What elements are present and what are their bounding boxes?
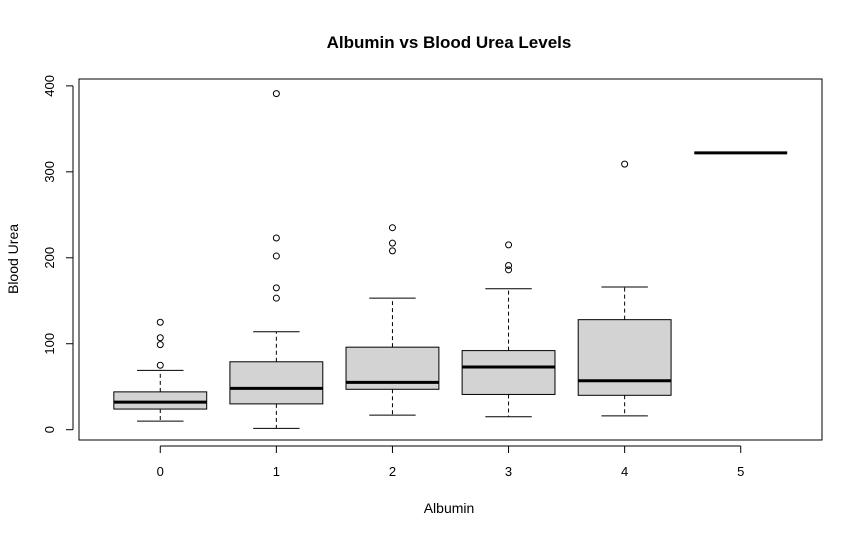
- y-axis-label: Blood Urea: [5, 224, 21, 294]
- outlier-point: [156, 334, 164, 342]
- box-2: [345, 224, 440, 416]
- box-1: [229, 90, 324, 429]
- x-tick-label: 0: [157, 464, 164, 479]
- outlier-point: [388, 247, 396, 255]
- box-0: [113, 318, 208, 422]
- outlier-point: [156, 341, 164, 349]
- outlier-point: [505, 262, 513, 270]
- outlier-point: [272, 252, 280, 260]
- y-tick-label: 300: [42, 161, 57, 183]
- x-tick-label: 1: [273, 464, 280, 479]
- x-axis-label: Albumin: [424, 500, 475, 516]
- y-tick-label: 200: [42, 247, 57, 269]
- iqr-box: [229, 361, 324, 405]
- iqr-box: [577, 319, 672, 396]
- box-3: [461, 241, 556, 418]
- outlier-point: [272, 294, 280, 302]
- boxes: [113, 90, 788, 429]
- y-tick-label: 400: [42, 75, 57, 97]
- outlier-point: [505, 266, 513, 274]
- outlier-point: [388, 224, 396, 232]
- chart-title: Albumin vs Blood Urea Levels: [327, 33, 572, 52]
- y-tick-label: 100: [42, 333, 57, 355]
- outlier-point: [156, 318, 164, 326]
- x-tick-label: 2: [389, 464, 396, 479]
- outlier-point: [272, 90, 280, 98]
- box-4: [577, 160, 672, 417]
- plot-frame: [78, 78, 823, 441]
- x-tick-label: 5: [737, 464, 744, 479]
- iqr-box: [113, 391, 208, 410]
- outlier-point: [272, 284, 280, 292]
- iqr-box: [461, 350, 556, 395]
- x-axis: 0 1 2 3 4 5: [157, 445, 744, 479]
- y-tick-label: 0: [42, 426, 57, 433]
- outlier-point: [388, 239, 396, 247]
- y-axis: 0 100 200 300 400: [42, 75, 74, 433]
- outlier-point: [272, 234, 280, 242]
- outlier-point: [156, 361, 164, 369]
- x-tick-label: 3: [505, 464, 512, 479]
- outlier-point: [505, 241, 513, 249]
- x-tick-label: 4: [621, 464, 628, 479]
- outlier-point: [621, 160, 629, 168]
